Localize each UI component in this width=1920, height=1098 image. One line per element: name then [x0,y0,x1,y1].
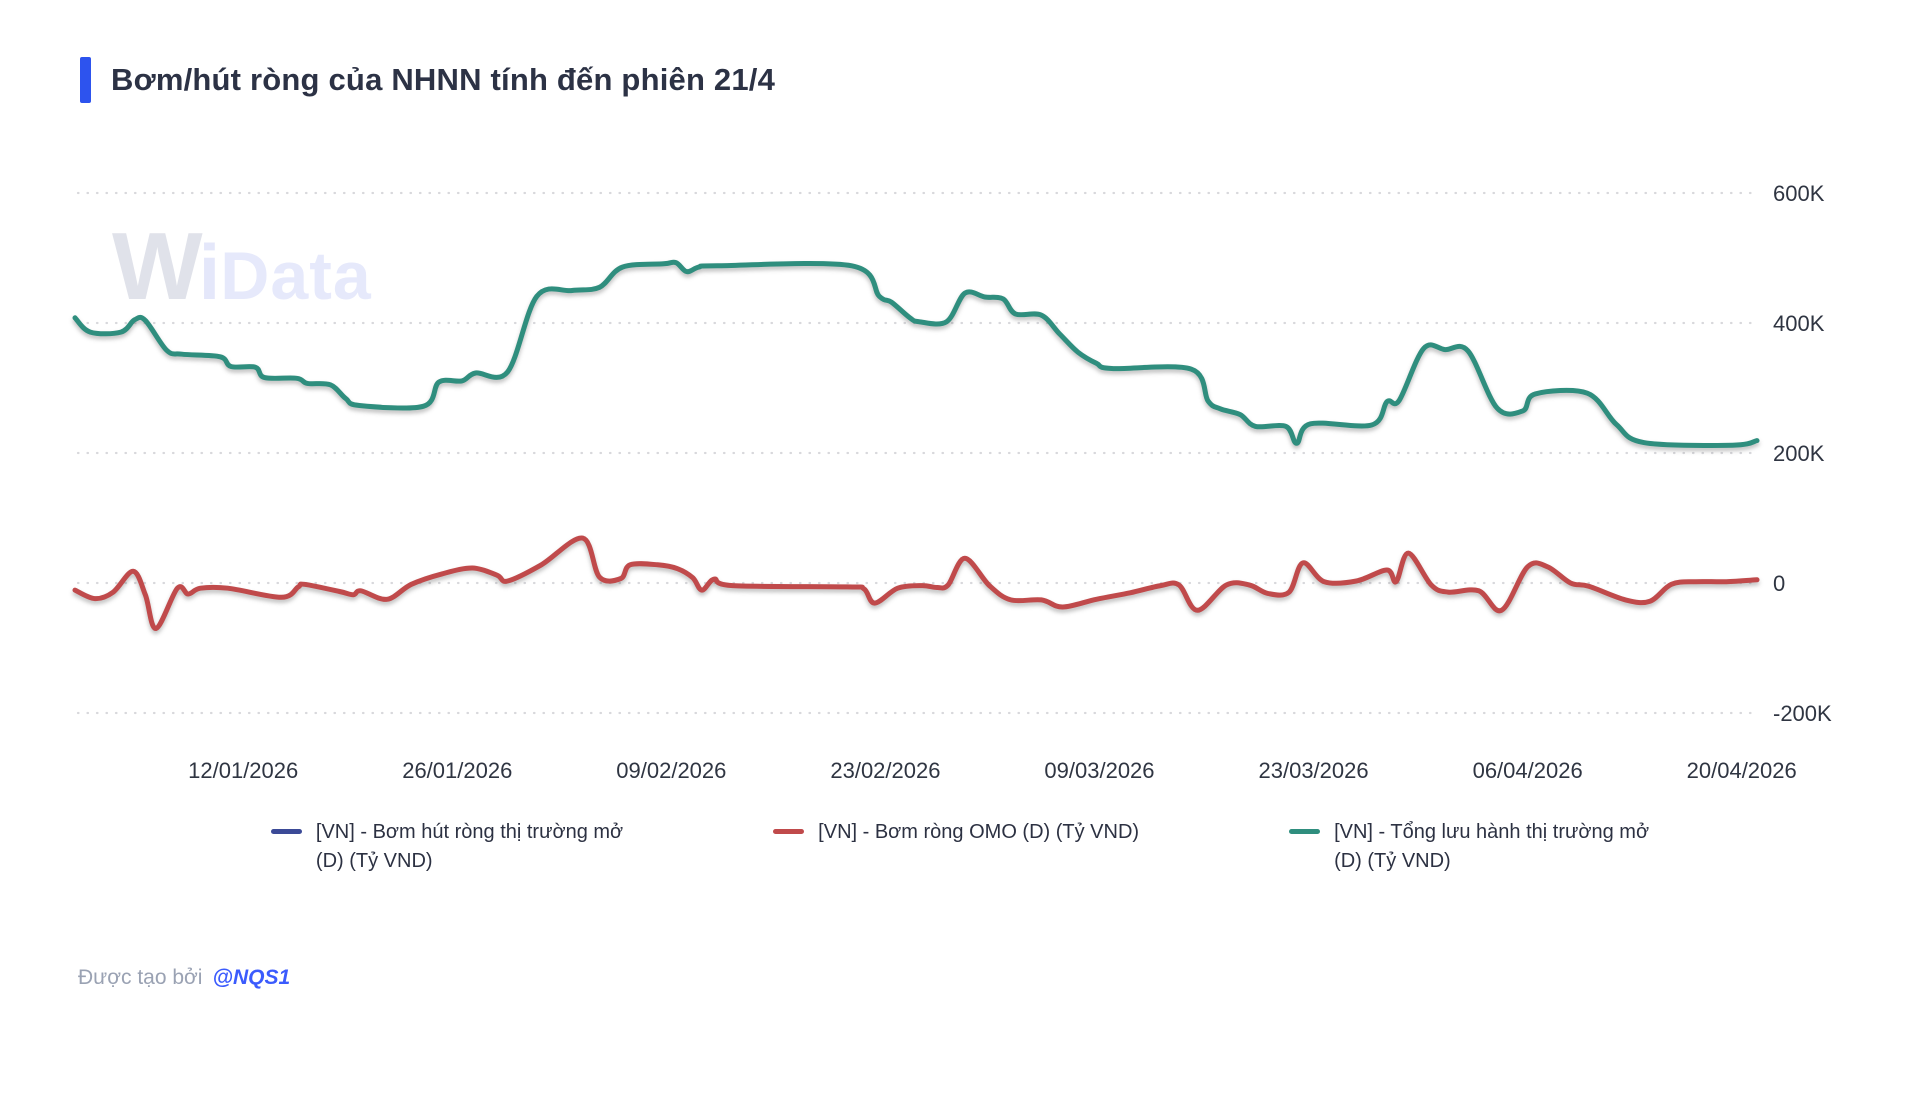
legend-dash-teal [1289,829,1321,834]
x-tick-label: 06/04/2026 [1473,758,1583,783]
legend-label: [VN] - Bơm hút ròng thị trường mở (D) (Tỷ… [315,821,624,872]
y-tick-label: 600K [1773,181,1825,206]
watermark-w: W [112,213,203,320]
x-tick-label: 23/03/2026 [1259,758,1369,783]
x-tick-label: 23/02/2026 [830,758,940,783]
created-by-label: Được tạo bởi [78,966,203,989]
page-title: Bơm/hút ròng của NHNN tính đến phiên 21/… [111,62,776,97]
y-tick-label: 400K [1773,311,1825,336]
footer-credit: Được tạo bởi @NQS1 [78,966,290,990]
title-accent-bar [80,57,91,103]
y-tick-label: 0 [1773,571,1785,596]
series-line-1 [72,535,1760,631]
x-tick-label: 09/02/2026 [616,758,726,783]
legend-item-tong-luu-hanh[interactable]: [VN] - Tổng lưu hành thị trường mở (D) (T… [1289,818,1649,876]
legend-label: [VN] - Bơm ròng OMO (D) (Tỷ VND) [818,821,1140,843]
watermark-i: i [198,228,221,316]
legend-dash-red [773,829,805,834]
y-tick-label: 200K [1773,441,1825,466]
legend-label: [VN] - Tổng lưu hành thị trường mở (D) (T… [1334,821,1650,872]
x-tick-label: 12/01/2026 [188,758,298,783]
legend-dash-blue [270,829,302,834]
series-line-2 [72,259,1760,448]
chart-header: Bơm/hút ròng của NHNN tính đến phiên 21/… [80,57,775,103]
legend-item-bom-rong-omo[interactable]: [VN] - Bơm ròng OMO (D) (Tỷ VND) [773,818,1139,847]
widata-watermark-logo: WiData [112,212,372,322]
watermark-data: Data [220,238,372,314]
x-tick-label: 09/03/2026 [1044,758,1154,783]
x-tick-label: 26/01/2026 [402,758,512,783]
chart-legend: [VN] - Bơm hút ròng thị trường mở (D) (Tỷ… [0,818,1920,876]
x-tick-label: 20/04/2026 [1687,758,1797,783]
author-handle-link[interactable]: @NQS1 [212,966,291,989]
legend-item-bom-hut-rong[interactable]: [VN] - Bơm hút ròng thị trường mở (D) (Tỷ… [270,818,624,876]
y-tick-label: -200K [1773,701,1832,726]
